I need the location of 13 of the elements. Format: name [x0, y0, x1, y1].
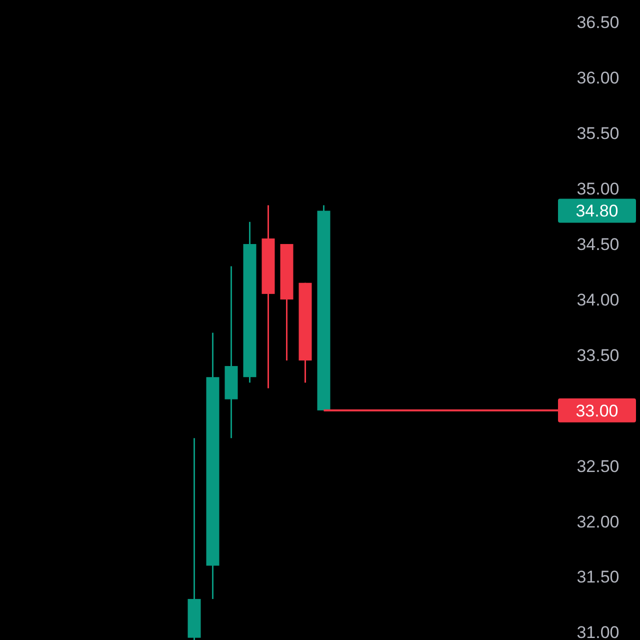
y-tick-label: 32.50: [576, 456, 620, 476]
y-tick-label: 34.50: [576, 234, 620, 254]
y-tick-label: 31.00: [576, 623, 620, 640]
y-tick-label: 35.50: [576, 124, 620, 144]
y-tick-label: 36.00: [576, 68, 620, 88]
ref-line-label: 33.00: [576, 401, 618, 420]
y-tick-label: 32.00: [576, 512, 620, 532]
text: 34.80: [576, 202, 618, 221]
y-tick-label: 34.00: [576, 290, 620, 310]
y-tick-label: 36.50: [576, 13, 620, 32]
y-tick-label: 35.00: [576, 180, 620, 199]
y-tick-label: 31.50: [576, 568, 620, 587]
y-tick-label: 33.50: [576, 346, 620, 365]
